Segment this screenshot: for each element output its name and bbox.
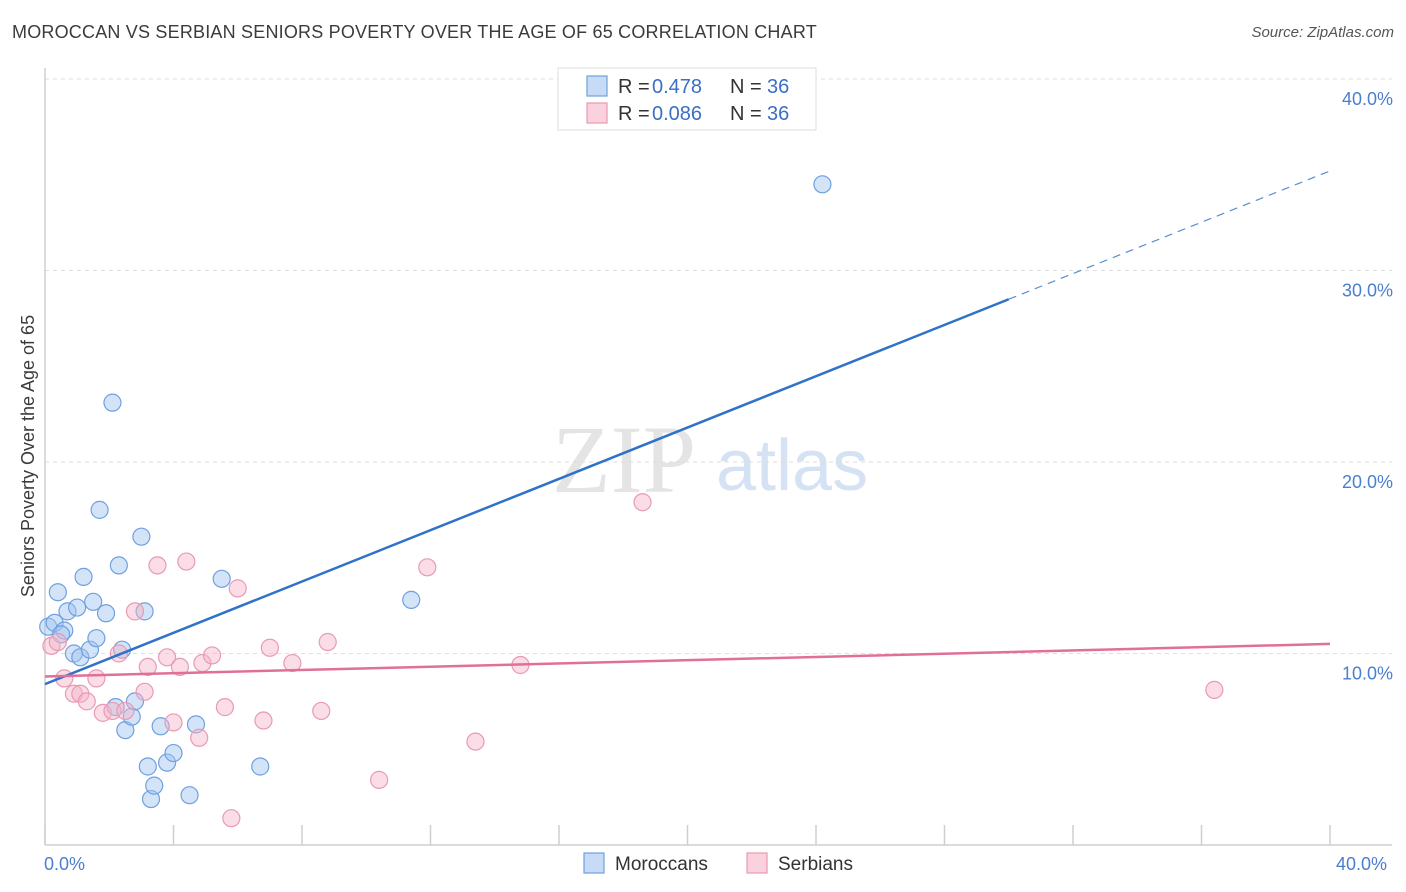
y-tick-label-10: 10.0% bbox=[1342, 664, 1393, 684]
point-serbians-23 bbox=[222, 809, 241, 828]
point-serbians-15 bbox=[157, 648, 177, 667]
point-moroccans-4 bbox=[58, 602, 77, 621]
point-serbians-19 bbox=[190, 728, 209, 747]
gridlines bbox=[45, 78, 1392, 654]
point-serbians-21 bbox=[202, 646, 222, 665]
point-serbians-32 bbox=[466, 732, 485, 751]
watermark-atlas: atlas bbox=[716, 426, 868, 506]
point-moroccans-27 bbox=[157, 753, 177, 772]
y-tick-label-20: 20.0% bbox=[1342, 472, 1393, 492]
y-axis-label: Seniors Poverty Over the Age of 65 bbox=[18, 315, 38, 597]
bottom-legend-swatch-serbians bbox=[746, 852, 768, 874]
point-serbians-14 bbox=[148, 556, 167, 575]
point-moroccans-30 bbox=[186, 715, 206, 734]
point-moroccans-10 bbox=[84, 592, 103, 611]
point-moroccans-32 bbox=[251, 757, 270, 776]
point-serbians-13 bbox=[138, 657, 157, 677]
point-moroccans-11 bbox=[87, 629, 106, 648]
x-tick-label-min: 0.0% bbox=[44, 854, 85, 874]
point-serbians-34 bbox=[633, 493, 652, 512]
point-moroccans-15 bbox=[109, 556, 128, 575]
point-serbians-28 bbox=[312, 701, 331, 721]
legend-n-label-0: N = bbox=[730, 76, 762, 98]
point-serbians-29 bbox=[318, 632, 337, 652]
point-serbians-24 bbox=[228, 579, 247, 598]
legend-swatch-serbians bbox=[586, 102, 608, 124]
y-tick-labels: 10.0% 20.0% 30.0% 40.0% bbox=[1342, 89, 1393, 684]
point-moroccans-22 bbox=[135, 602, 154, 621]
point-serbians-8 bbox=[103, 701, 122, 721]
point-moroccans-25 bbox=[145, 776, 164, 795]
point-moroccans-34 bbox=[813, 175, 832, 194]
trend-line-serbians bbox=[44, 642, 1331, 678]
point-moroccans-7 bbox=[71, 648, 90, 667]
point-moroccans-9 bbox=[80, 640, 100, 659]
point-serbians-31 bbox=[418, 558, 437, 577]
point-moroccans-8 bbox=[74, 567, 93, 587]
series-layer bbox=[39, 170, 1331, 828]
point-serbians-26 bbox=[260, 638, 279, 657]
point-moroccans-2 bbox=[48, 583, 67, 602]
legend-n-value-0: 36 bbox=[767, 76, 789, 98]
trend-line-moroccans bbox=[44, 298, 1010, 686]
point-serbians-27 bbox=[283, 653, 302, 673]
chart-source: Source: ZipAtlas.com bbox=[1251, 24, 1394, 41]
legend-n-label-1: N = bbox=[730, 103, 762, 125]
point-serbians-17 bbox=[170, 657, 190, 677]
point-moroccans-13 bbox=[96, 604, 116, 623]
point-serbians-18 bbox=[177, 552, 196, 571]
x-tick-label-max: 40.0% bbox=[1336, 854, 1387, 874]
legend-r-value-0: 0.478 bbox=[652, 76, 702, 98]
x-ticks bbox=[44, 825, 1331, 845]
legend-r-label-0: R = bbox=[618, 76, 650, 98]
y-tick-label-40: 40.0% bbox=[1342, 89, 1393, 109]
point-serbians-6 bbox=[87, 669, 106, 688]
y-tick-label-30: 30.0% bbox=[1342, 281, 1393, 301]
watermark-zip: ZIP bbox=[552, 406, 696, 513]
bottom-legend-label-serbians: Serbians bbox=[778, 854, 853, 875]
point-moroccans-29 bbox=[180, 786, 199, 805]
point-serbians-10 bbox=[116, 701, 135, 721]
legend-r-label-1: R = bbox=[618, 103, 650, 125]
point-serbians-22 bbox=[215, 698, 234, 717]
point-serbians-12 bbox=[135, 682, 154, 701]
chart-title: MOROCCAN VS SERBIAN SENIORS POVERTY OVER… bbox=[12, 22, 817, 42]
point-moroccans-14 bbox=[103, 393, 122, 412]
top-legend: R = 0.478 N = 36 R = 0.086 N = 36 bbox=[557, 67, 817, 131]
legend-swatch-moroccans bbox=[586, 75, 608, 97]
point-serbians-25 bbox=[254, 711, 273, 730]
point-serbians-1 bbox=[48, 632, 67, 652]
point-moroccans-19 bbox=[125, 692, 145, 711]
bottom-legend-swatch-moroccans bbox=[583, 852, 605, 874]
point-moroccans-1 bbox=[45, 613, 64, 632]
point-moroccans-33 bbox=[402, 590, 421, 609]
point-moroccans-28 bbox=[164, 743, 183, 763]
point-moroccans-6 bbox=[68, 598, 87, 617]
point-serbians-30 bbox=[370, 770, 389, 789]
point-moroccans-31 bbox=[212, 569, 231, 588]
point-serbians-5 bbox=[77, 692, 96, 711]
point-serbians-35 bbox=[1205, 680, 1224, 699]
point-moroccans-24 bbox=[141, 789, 161, 809]
point-moroccans-12 bbox=[90, 500, 109, 519]
point-moroccans-23 bbox=[138, 757, 157, 776]
trend-extension-moroccans bbox=[1008, 170, 1331, 300]
legend-n-value-1: 36 bbox=[767, 103, 789, 125]
point-serbians-11 bbox=[125, 602, 145, 621]
legend-r-value-1: 0.086 bbox=[652, 103, 702, 125]
bottom-legend: Moroccans Serbians bbox=[583, 852, 853, 875]
bottom-legend-label-moroccans: Moroccans bbox=[615, 854, 708, 875]
point-moroccans-21 bbox=[132, 527, 151, 546]
point-serbians-16 bbox=[164, 713, 183, 732]
